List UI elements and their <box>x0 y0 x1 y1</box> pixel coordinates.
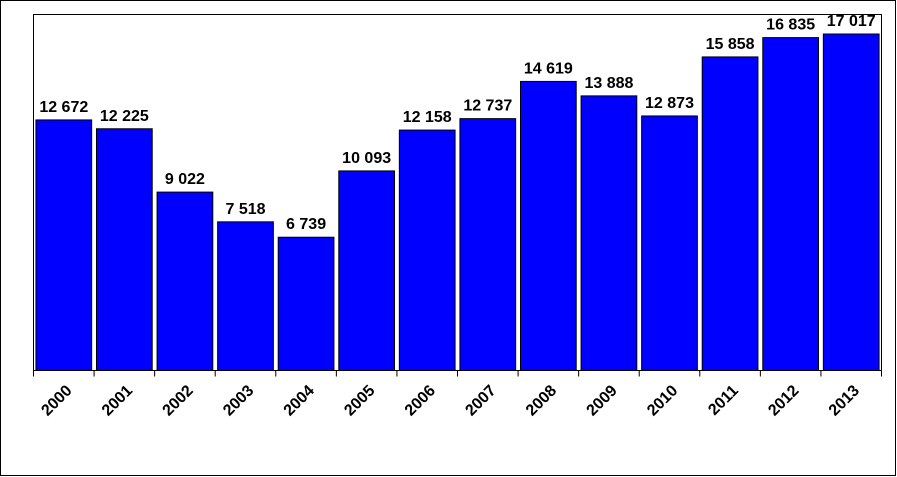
bar <box>95 128 153 371</box>
value-label: 12 672 <box>39 99 88 116</box>
bar <box>641 115 698 371</box>
value-label: 12 225 <box>100 108 149 125</box>
bar <box>762 37 820 371</box>
value-label: 9 022 <box>165 171 205 188</box>
bar <box>156 191 214 371</box>
value-label: 12 158 <box>403 109 452 126</box>
value-label: 10 093 <box>342 150 391 167</box>
bar <box>217 221 274 371</box>
value-label: 14 619 <box>524 60 573 77</box>
value-label: 7 518 <box>225 201 265 218</box>
value-label: 16 835 <box>766 17 815 34</box>
bar <box>459 118 517 371</box>
bar <box>822 33 880 371</box>
value-label: 15 858 <box>706 36 755 53</box>
value-label: 6 739 <box>286 216 326 233</box>
bar <box>580 95 638 371</box>
bar <box>35 119 93 371</box>
value-label: 12 737 <box>463 98 512 115</box>
bar <box>338 170 396 371</box>
value-label: 12 873 <box>645 95 694 112</box>
bar <box>519 80 577 371</box>
bar <box>701 56 759 372</box>
value-label: 13 888 <box>584 75 633 92</box>
value-label: 17 017 <box>827 13 876 30</box>
bar <box>277 236 335 371</box>
bar <box>398 129 456 371</box>
